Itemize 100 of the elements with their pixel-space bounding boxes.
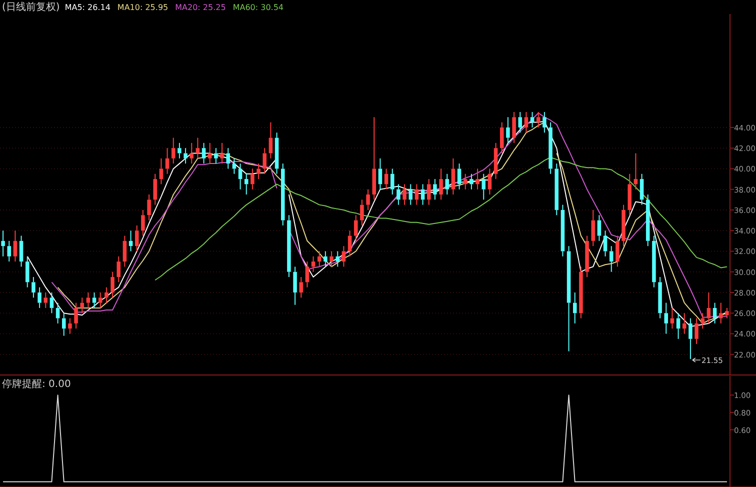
candlestick [244, 173, 248, 195]
chart-title: 停牌提醒: 0.00 [2, 378, 71, 390]
candlestick [488, 168, 492, 195]
candlestick [439, 168, 443, 200]
candlestick [585, 235, 589, 278]
candlestick [640, 173, 644, 206]
candlestick [384, 168, 388, 190]
candlestick [226, 148, 230, 170]
candlestick [190, 142, 194, 164]
candlestick [38, 286, 42, 308]
text: MA20: 25.25 [175, 3, 226, 12]
candlestick [232, 158, 236, 174]
candlestick [274, 132, 279, 174]
candlestick [214, 148, 218, 164]
candlestick [482, 173, 486, 200]
candlestick [591, 209, 596, 247]
candlestick [433, 178, 437, 200]
candlestick [506, 116, 510, 144]
candlestick [628, 173, 632, 216]
candlestick [694, 318, 698, 345]
candlestick [445, 173, 450, 195]
candlestick [116, 256, 121, 283]
candlestick [609, 246, 614, 272]
candlestick [86, 292, 90, 308]
candlestick [579, 266, 583, 319]
candlestick [494, 142, 498, 180]
candlestick [256, 163, 260, 180]
candlestick [512, 111, 516, 144]
candlestick [414, 184, 419, 206]
candlestick [128, 230, 133, 252]
candlestick [141, 209, 145, 236]
candlestick [518, 111, 522, 134]
text: MA60: 30.54 [232, 3, 284, 12]
candlestick [378, 158, 382, 190]
candlestick [470, 173, 474, 190]
candlestick [147, 194, 151, 221]
candlestick [390, 168, 394, 195]
candlestick [250, 168, 254, 190]
candlestick [317, 250, 322, 268]
candlestick [92, 292, 96, 308]
candlestick [196, 137, 200, 159]
candlestick [262, 148, 267, 174]
candlestick [426, 178, 431, 206]
candlestick [554, 163, 559, 216]
candlestick [372, 116, 376, 200]
candlestick [122, 235, 127, 268]
candlestick [500, 122, 504, 154]
candlestick [420, 184, 425, 206]
candlestick [548, 122, 552, 174]
candlestick [330, 250, 334, 268]
candlestick [220, 142, 224, 164]
candlestick [706, 292, 711, 324]
candlestick [80, 297, 84, 314]
candlestick [153, 173, 158, 206]
candlestick [700, 312, 705, 330]
candlestick [19, 235, 24, 268]
candlestick [202, 142, 206, 164]
candlestick [536, 111, 540, 128]
candlestick [98, 292, 102, 308]
line-series [154, 156, 728, 281]
candlestick [324, 250, 328, 268]
candlestick [110, 271, 114, 298]
candlestick [184, 148, 188, 164]
candlestick [287, 214, 291, 278]
candlestick [682, 312, 686, 334]
candlestick [1, 230, 5, 257]
candlestick [402, 184, 406, 206]
candlestick [178, 142, 182, 159]
candlestick [354, 214, 358, 242]
candlestick [171, 137, 176, 164]
candlestick [159, 158, 164, 185]
candlestick [396, 184, 400, 206]
candlestick [311, 256, 316, 272]
text: MA10: 25.95 [117, 3, 168, 12]
candlestick [50, 292, 54, 314]
candlestick [25, 256, 30, 288]
candlestick [725, 307, 729, 319]
candlestick [305, 261, 310, 288]
candlestick [7, 240, 12, 262]
candlestick [342, 246, 346, 268]
candlestick [348, 230, 352, 257]
candlestick [560, 204, 565, 257]
candlestick [652, 235, 656, 288]
candlestick [476, 168, 480, 190]
candlestick [360, 199, 364, 226]
candlestick [299, 276, 304, 298]
chart-title: (日线前复权) [2, 1, 60, 13]
candlestick [524, 111, 528, 134]
candlestick [104, 286, 108, 304]
candlestick [634, 152, 638, 190]
candlestick [670, 307, 674, 330]
candlestick [208, 142, 212, 164]
candlestick [268, 122, 273, 159]
candlestick [688, 318, 692, 360]
candlestick [134, 224, 139, 252]
candlestick [408, 184, 413, 206]
candlestick [366, 188, 370, 210]
candlestick [718, 302, 723, 324]
candlestick [597, 214, 602, 242]
text: MA5: 26.14 [64, 3, 110, 12]
